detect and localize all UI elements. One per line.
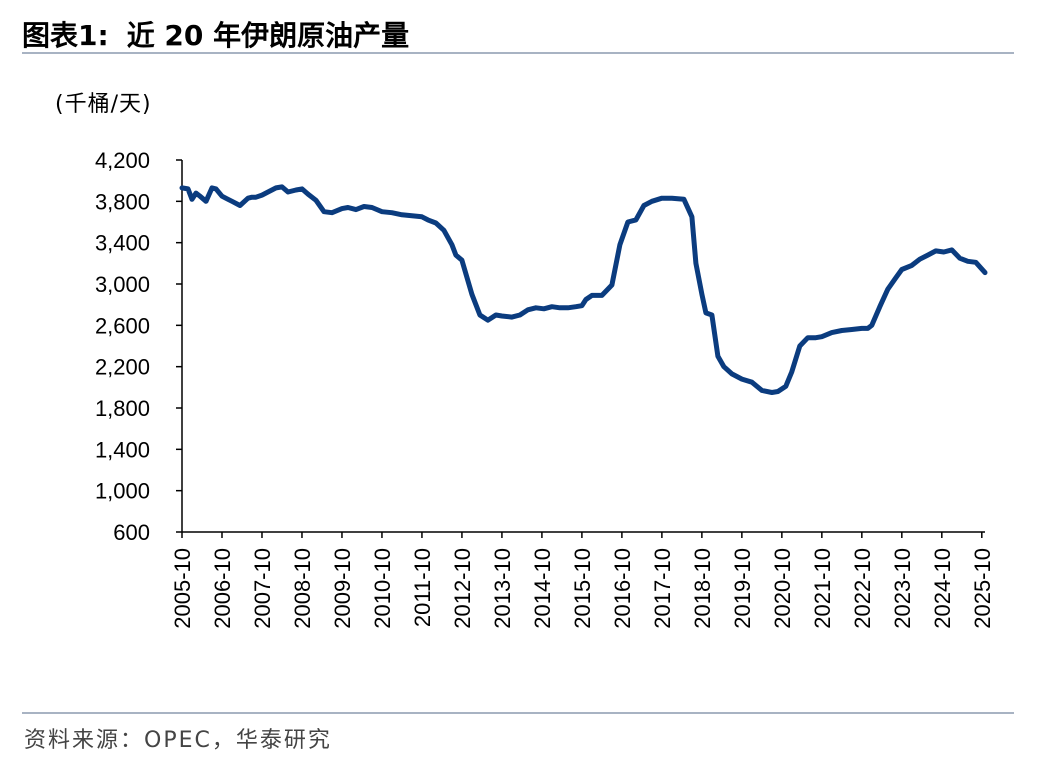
y-tick-label: 4,200 [95,148,150,173]
x-tick-label: 2021-10 [810,548,835,629]
x-tick-label: 2011-10 [410,548,435,627]
x-tick-label: 2019-10 [730,548,755,629]
source-note: 资料来源：OPEC，华泰研究 [24,728,332,753]
source-divider [22,712,1014,714]
x-tick-label: 2020-10 [770,548,795,629]
x-tick-label: 2018-10 [690,548,715,629]
figure-title-text: 近 20 年伊朗原油产量 [126,19,410,52]
x-tick-label: 2009-10 [330,548,355,629]
y-tick-label: 3,000 [95,272,150,297]
x-tick-label: 2023-10 [890,548,915,629]
x-tick-label: 2005-10 [170,548,195,629]
x-tick-label: 2014-10 [530,548,555,629]
figure-number: 图表1: [22,19,109,52]
x-tick-label: 2008-10 [290,548,315,629]
x-tick-label: 2010-10 [370,548,395,629]
x-tick-label: 2025-10 [970,548,995,629]
x-tick-label: 2013-10 [490,548,515,629]
y-tick-label: 1,800 [95,396,150,421]
x-tick-label: 2006-10 [210,548,235,629]
figure-title: 图表1: 近 20 年伊朗原油产量 [22,14,409,54]
y-tick-label: 2,200 [95,355,150,380]
chart-canvas: 600 1,000 1,400 1,800 2,200 2,600 3,000 3,400 3,… [95,148,995,629]
x-tick-label: 2017-10 [650,548,675,629]
production-series-line [179,184,988,395]
y-tick-label: 1,400 [95,437,150,462]
y-tick-label: 600 [113,520,150,545]
y-tick-label: 1,000 [95,479,150,504]
y-axis-unit-label: (千桶/天) [55,92,152,117]
title-divider [22,52,1014,54]
x-tick-label: 2007-10 [250,548,275,629]
y-tick-label: 2,600 [95,313,150,338]
y-tick-label: 3,800 [95,189,150,214]
y-tick-label: 3,400 [95,231,150,256]
x-tick-label: 2012-10 [450,548,475,629]
x-tick-label: 2016-10 [610,548,635,629]
x-tick-label: 2022-10 [850,548,875,629]
x-tick-label: 2015-10 [570,548,595,629]
x-tick-label: 2024-10 [930,548,955,629]
